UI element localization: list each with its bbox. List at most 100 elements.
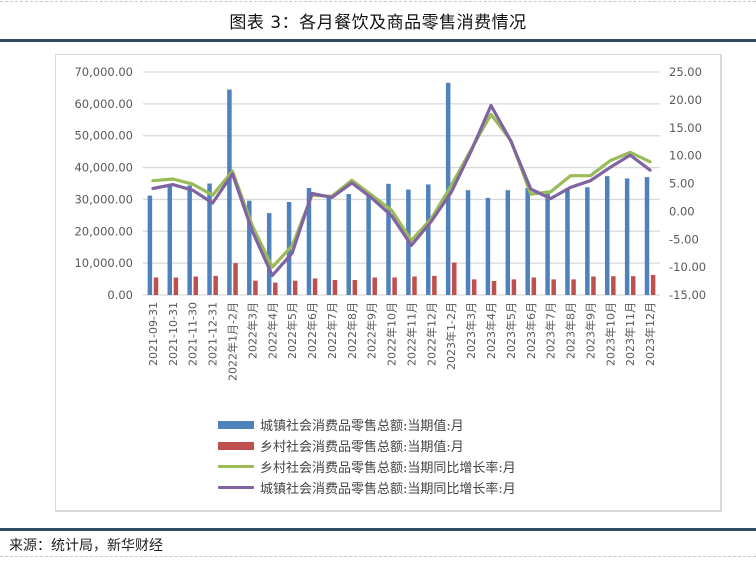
rural-bar [312,278,318,295]
rural-bar [392,277,397,295]
rural-bar [292,280,298,295]
figure-title: 图表 3：各月餐饮及商品零售消费情况 [229,13,527,33]
x-axis-tick: 2022年1月-2月 [225,302,239,381]
x-axis-tick: 2022年10月 [385,302,399,366]
urban-bar [227,89,232,296]
urban-bar [624,178,630,295]
x-axis-tick: 2022年8月 [345,302,359,359]
x-axis-tick: 2021-10-31 [167,302,180,366]
urban-bar [604,176,610,295]
x-axis-tick: 2023年10月 [603,302,617,366]
legend-item: 乡村社会消费品零售总额:当期值:月 [218,435,516,456]
y-axis-left-tick: 50,000.00 [74,129,133,143]
rural-bar [412,276,417,295]
title-rule [0,39,756,42]
rural-bar [352,280,358,295]
urban-bar [326,196,332,295]
rural-bar [332,280,338,295]
x-axis-tick: 2023年12月 [643,302,657,366]
legend-label: 城镇社会消费品零售总额:当期同比增长率:月 [260,482,516,497]
rural-bar [630,276,636,295]
legend-label: 乡村社会消费品零售总额:当期值:月 [260,440,464,455]
x-axis-tick: 2023年9月 [583,302,597,359]
y-axis-right-tick: -15.00 [669,288,706,302]
rural-bar [611,276,616,295]
y-axis-right-tick: 5.00 [669,177,695,191]
urban-bar [644,177,650,295]
x-axis-tick: 2022年3月 [245,302,259,359]
x-axis-tick: 2022年6月 [305,302,319,359]
urban-bar [187,185,192,295]
y-axis-right-tick: -5.00 [669,232,699,246]
x-axis-tick: 2022年12月 [424,302,438,366]
legend-item: 城镇社会消费品零售总额:当期同比增长率:月 [218,477,516,498]
urban-bar [545,190,550,295]
urban-bar [266,213,272,295]
x-axis-tick: 2022年4月 [265,302,279,359]
legend-item: 乡村社会消费品零售总额:当期同比增长率:月 [218,456,516,477]
urban-bar [525,187,530,295]
y-axis-left-tick: 20,000.00 [74,224,133,238]
y-axis-right-tick: -10.00 [669,260,706,274]
x-axis-tick: 2023年1-2月 [444,302,458,370]
legend-item: 城镇社会消费品零售总额:当期值:月 [218,414,516,435]
x-axis-tick: 2023年3月 [464,302,478,359]
chart-legend: 城镇社会消费品零售总额:当期值:月 乡村社会消费品零售总额:当期值:月乡村社会消费… [218,414,516,498]
x-axis-tick: 2021-09-31 [147,302,160,366]
rural-bar [591,276,596,295]
y-axis-left-tick: 10,000.00 [74,256,133,270]
legend-bar-swatch-icon [218,420,254,429]
x-axis-tick: 2022年11月 [404,302,418,366]
urban-bar [247,200,252,295]
x-axis-tick: 2022年9月 [365,302,379,359]
urban-bar [386,183,391,295]
y-axis-left-tick: 0.00 [107,288,133,302]
x-axis-tick: 2022年7月 [325,302,339,359]
rural-bar [511,279,517,295]
legend-bar-swatch-icon [218,441,254,450]
urban-bar [426,184,431,295]
urban-bar [207,183,212,295]
urban-bar [366,192,371,295]
rural-bar [213,275,218,295]
y-axis-left-tick: 70,000.00 [74,65,133,79]
y-axis-right-tick: 0.00 [669,204,695,218]
x-axis-tick: 2023年8月 [564,302,578,359]
x-axis-tick: 2023年6月 [524,302,538,359]
rural-bar [233,263,238,295]
urban-bar [485,197,491,295]
urban-bar [585,187,590,295]
rural-bar [432,275,437,295]
urban-bar [505,190,511,295]
legend-label: 城镇社会消费品零售总额:当期值:月 [260,419,464,434]
x-axis-tick: 2023年4月 [484,302,498,359]
rural-bar [193,276,199,295]
urban-growth-line [151,103,652,278]
bottom-dashed-border [0,556,756,557]
urban-bar [306,187,312,295]
y-axis-right-tick: 25.00 [669,65,702,79]
rural-bar [571,279,576,295]
urban-bar [147,195,153,295]
legend-label: 乡村社会消费品零售总额:当期同比增长率:月 [260,461,516,476]
source-rule [0,528,756,531]
x-axis-tick: 2023年11月 [623,302,637,366]
rural-bar [273,282,278,295]
x-axis-tick: 2023年5月 [504,302,518,359]
x-axis-tick: 2021-12-31 [207,302,220,366]
top-dashed-border [0,1,756,2]
y-axis-right-tick: 10.00 [669,149,702,163]
urban-bar [565,188,570,295]
y-axis-left-tick: 40,000.00 [74,161,133,175]
rural-bar [531,277,537,295]
x-axis-tick: 2022年5月 [285,302,299,359]
y-axis-right-tick: 15.00 [669,121,702,135]
rural-bar [173,277,179,295]
rural-bar [650,274,656,295]
legend-line-swatch-icon [218,486,254,489]
source-note: 来源：统计局，新华财经 [9,538,163,554]
urban-bar [346,194,351,295]
rural-bar [452,262,457,295]
rural-bar [253,280,258,295]
